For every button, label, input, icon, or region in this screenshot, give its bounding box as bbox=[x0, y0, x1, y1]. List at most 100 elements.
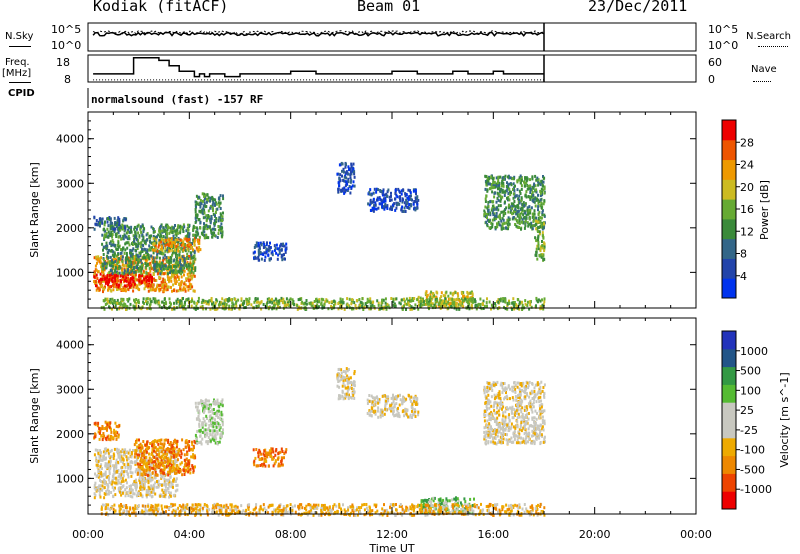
velocity-cell bbox=[166, 479, 169, 483]
velocity-cell bbox=[156, 453, 159, 457]
power-cell bbox=[217, 232, 220, 236]
power-cell bbox=[541, 227, 544, 231]
power-cell bbox=[442, 301, 444, 305]
power-cell bbox=[110, 221, 112, 225]
power-cell bbox=[139, 252, 142, 255]
velocity-cell bbox=[94, 472, 96, 476]
power-cell bbox=[93, 275, 96, 279]
power-cell bbox=[182, 266, 185, 270]
power-cell bbox=[143, 277, 146, 281]
power-cell bbox=[450, 305, 453, 308]
power-cell bbox=[217, 201, 220, 205]
power-cell bbox=[116, 273, 119, 277]
power-cell bbox=[539, 307, 542, 311]
power-cell bbox=[409, 307, 412, 311]
freq-underline bbox=[9, 82, 31, 83]
velocity-cell bbox=[151, 471, 154, 475]
power-cell bbox=[131, 248, 134, 252]
power-cell bbox=[234, 298, 237, 301]
velocity-cell bbox=[125, 470, 128, 473]
power-cell bbox=[475, 307, 478, 311]
power-cell bbox=[124, 234, 127, 238]
power-cell bbox=[505, 185, 508, 188]
velocity-cell bbox=[151, 478, 154, 482]
power-cell bbox=[481, 302, 484, 305]
power-cell bbox=[276, 305, 279, 309]
power-cell bbox=[531, 227, 534, 231]
velocity-cell bbox=[162, 457, 165, 461]
mhz-label: [MHz] bbox=[2, 68, 32, 79]
power-cell bbox=[138, 267, 141, 271]
power-cell bbox=[212, 301, 215, 305]
power-cell bbox=[383, 193, 386, 197]
power-cell bbox=[103, 279, 106, 283]
power-cell bbox=[209, 206, 212, 210]
power-cell bbox=[186, 272, 189, 276]
power-cell bbox=[118, 227, 121, 231]
power-cell bbox=[100, 284, 103, 288]
velocity-cell bbox=[170, 443, 173, 447]
power-cell bbox=[201, 192, 204, 196]
power-cell bbox=[492, 213, 495, 217]
power-cell bbox=[385, 192, 388, 196]
power-cell bbox=[153, 263, 156, 267]
power-cell bbox=[133, 300, 136, 304]
power-cell bbox=[345, 176, 348, 180]
velocity-cell bbox=[110, 430, 113, 434]
power-cell bbox=[124, 256, 127, 260]
power-cell bbox=[197, 241, 200, 245]
power-cell bbox=[255, 241, 258, 245]
velocity-cell bbox=[154, 471, 157, 474]
velocity-cell bbox=[145, 450, 148, 454]
power-cell bbox=[392, 303, 395, 307]
power-cell bbox=[166, 236, 168, 240]
power-cell bbox=[114, 227, 117, 231]
power-cell bbox=[529, 178, 531, 182]
power-cell bbox=[338, 163, 341, 167]
velocity-cell bbox=[135, 456, 138, 460]
velocity-cell bbox=[166, 457, 169, 461]
power-cell bbox=[516, 304, 519, 308]
velocity-cell bbox=[96, 448, 99, 452]
velocity-cell bbox=[96, 463, 99, 467]
power-cell bbox=[339, 179, 342, 183]
power-cell bbox=[535, 178, 538, 182]
power-cell bbox=[155, 260, 158, 264]
power-cell bbox=[280, 253, 283, 257]
power-region-7 bbox=[336, 161, 356, 195]
power-cell bbox=[337, 181, 340, 185]
power-cell bbox=[389, 199, 391, 202]
power-cell bbox=[104, 297, 107, 301]
power-cell bbox=[203, 211, 206, 215]
power-cell bbox=[421, 303, 424, 307]
power-cell bbox=[176, 228, 179, 232]
power-cell bbox=[254, 256, 257, 260]
power-cell bbox=[155, 279, 158, 282]
power-cell bbox=[188, 238, 191, 242]
power-cell bbox=[183, 287, 186, 291]
power-cell bbox=[343, 307, 346, 311]
power-cell bbox=[203, 222, 205, 226]
power-cell bbox=[113, 272, 116, 276]
velocity-cell bbox=[132, 483, 135, 486]
power-cell bbox=[311, 301, 314, 305]
power-cell bbox=[219, 201, 222, 205]
power-cell bbox=[135, 255, 138, 259]
velocity-cell bbox=[165, 438, 168, 442]
power-cell bbox=[110, 227, 113, 231]
velocity-cell bbox=[94, 487, 97, 491]
power-cell bbox=[195, 304, 198, 308]
power-cell bbox=[537, 234, 540, 238]
power-cell bbox=[491, 305, 494, 309]
power-cell bbox=[428, 302, 430, 306]
power-cell bbox=[214, 203, 216, 207]
power-cell bbox=[168, 268, 171, 272]
power-cell bbox=[194, 257, 197, 261]
power-cell bbox=[127, 276, 130, 280]
power-cell bbox=[528, 300, 531, 304]
power-cell bbox=[285, 242, 288, 246]
power-cell bbox=[135, 304, 138, 308]
power-cell bbox=[519, 179, 522, 183]
power-cell bbox=[121, 258, 124, 262]
power-cell bbox=[276, 247, 279, 251]
